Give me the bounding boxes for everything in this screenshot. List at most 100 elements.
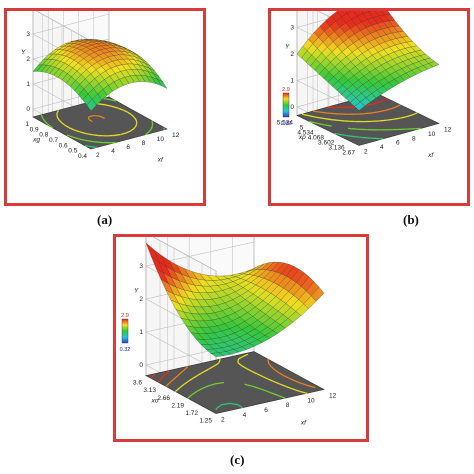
contour-segment xyxy=(73,129,80,133)
contour-segment xyxy=(161,374,166,379)
z-tick-label: 1 xyxy=(290,78,294,85)
contour-segment xyxy=(265,390,273,394)
contour-segment xyxy=(301,113,305,116)
contour-segment xyxy=(173,375,178,380)
contour-segment xyxy=(56,109,60,113)
contour-segment xyxy=(371,101,379,105)
contour-segment xyxy=(246,367,252,372)
contour-segment xyxy=(114,133,121,137)
contour-segment xyxy=(332,119,340,122)
contour-segment xyxy=(221,402,230,406)
z-tick-label: 3 xyxy=(290,25,294,32)
contour-segment xyxy=(390,106,397,110)
legend-min: 0.32 xyxy=(120,347,131,353)
contour-segment xyxy=(304,114,309,117)
surface-cell xyxy=(311,286,325,302)
contour-segment xyxy=(377,100,384,104)
contour-segment xyxy=(364,112,373,115)
contour-segment xyxy=(41,117,46,122)
contour-segment xyxy=(49,125,54,129)
contour-segment xyxy=(88,118,93,123)
z-tick-label: 2 xyxy=(290,51,294,58)
y-tick-label: 1.72 xyxy=(185,410,198,417)
y-tick-label: 4.534 xyxy=(297,129,314,136)
contour-segment xyxy=(72,136,79,140)
contour-segment xyxy=(64,124,70,129)
floor xyxy=(32,96,168,150)
contour-segment xyxy=(125,130,131,134)
y-tick-label: 1.25 xyxy=(199,418,212,425)
plot-b: 246810122.673.1363.6024.0684.53455.53401… xyxy=(277,11,452,159)
contour-segment xyxy=(279,383,286,387)
contour-segment xyxy=(88,145,96,148)
y-tick-label: 2.67 xyxy=(342,149,355,156)
contour-segment xyxy=(299,390,308,394)
contour-segment xyxy=(387,118,393,121)
contour-segment xyxy=(315,110,322,113)
contour-segment xyxy=(134,124,137,128)
caption-b: (b) xyxy=(403,212,419,227)
floor-plane xyxy=(145,351,325,414)
x-axis-label: xf xyxy=(157,157,164,164)
contour-segment xyxy=(203,368,209,373)
contour-segment xyxy=(394,117,401,120)
contour-segment xyxy=(46,122,51,127)
contour-segment xyxy=(79,131,86,135)
response-surface xyxy=(145,242,325,357)
contour-segment xyxy=(44,120,48,124)
contour-segment xyxy=(378,109,386,113)
x-tick-label: 12 xyxy=(329,393,337,400)
y-tick-label: 2.19 xyxy=(171,402,184,409)
contour-segment xyxy=(151,120,154,123)
contour-segment xyxy=(400,115,408,119)
contour-segment xyxy=(182,367,187,372)
contour-segment xyxy=(188,377,195,382)
x-tick-label: 10 xyxy=(157,136,165,143)
x-tick-label: 10 xyxy=(307,397,315,404)
contour-segment xyxy=(267,359,270,364)
legend-bar xyxy=(282,92,290,118)
contour-segment xyxy=(308,115,316,118)
contour-segment xyxy=(111,105,119,109)
y-tick-label: 0.9 xyxy=(30,126,39,133)
contour-segment xyxy=(93,141,103,144)
x-tick-label: 8 xyxy=(286,402,290,409)
contour-segment xyxy=(382,98,388,102)
contour-segment xyxy=(187,395,191,399)
contour-segment xyxy=(315,116,321,119)
x-tick-label: 10 xyxy=(428,131,436,138)
x-tick-label: 6 xyxy=(396,140,400,147)
contour-segment xyxy=(104,104,109,107)
contour-segment xyxy=(214,362,219,367)
x-tick-label: 6 xyxy=(126,144,130,151)
y-axis-label: xg xyxy=(32,136,40,143)
contour-segment xyxy=(307,384,316,389)
x-tick-label: 4 xyxy=(243,412,247,419)
contour-segment xyxy=(325,124,332,127)
contour-segment xyxy=(268,363,272,368)
x-axis-label: xf xyxy=(300,419,307,426)
contour-segment xyxy=(198,371,205,376)
contour-segment xyxy=(217,361,220,364)
x-tick-label: 8 xyxy=(142,140,146,147)
contour-segment xyxy=(273,380,281,385)
contour-segment xyxy=(329,112,339,115)
contour-segment xyxy=(252,385,260,390)
x-tick-label: 4 xyxy=(111,148,115,155)
contour-segment xyxy=(294,380,302,384)
contour-segment xyxy=(150,125,154,130)
surface-plot-b: 246810122.673.1363.6024.0684.53455.53401… xyxy=(277,11,452,159)
contour-segment xyxy=(58,119,63,124)
contour-segment xyxy=(278,372,285,377)
y-tick-label: 1 xyxy=(25,121,29,128)
z-tick-label: 2 xyxy=(139,296,143,303)
contour-segment xyxy=(150,373,156,379)
contour-segment xyxy=(88,114,95,118)
contour-segment xyxy=(66,134,73,138)
contour-segment xyxy=(87,133,94,136)
contour-segment xyxy=(271,366,276,371)
contour-segment xyxy=(84,144,89,147)
contour-segment xyxy=(347,135,355,138)
contour-segment xyxy=(165,382,171,387)
contour-segment xyxy=(148,129,152,133)
